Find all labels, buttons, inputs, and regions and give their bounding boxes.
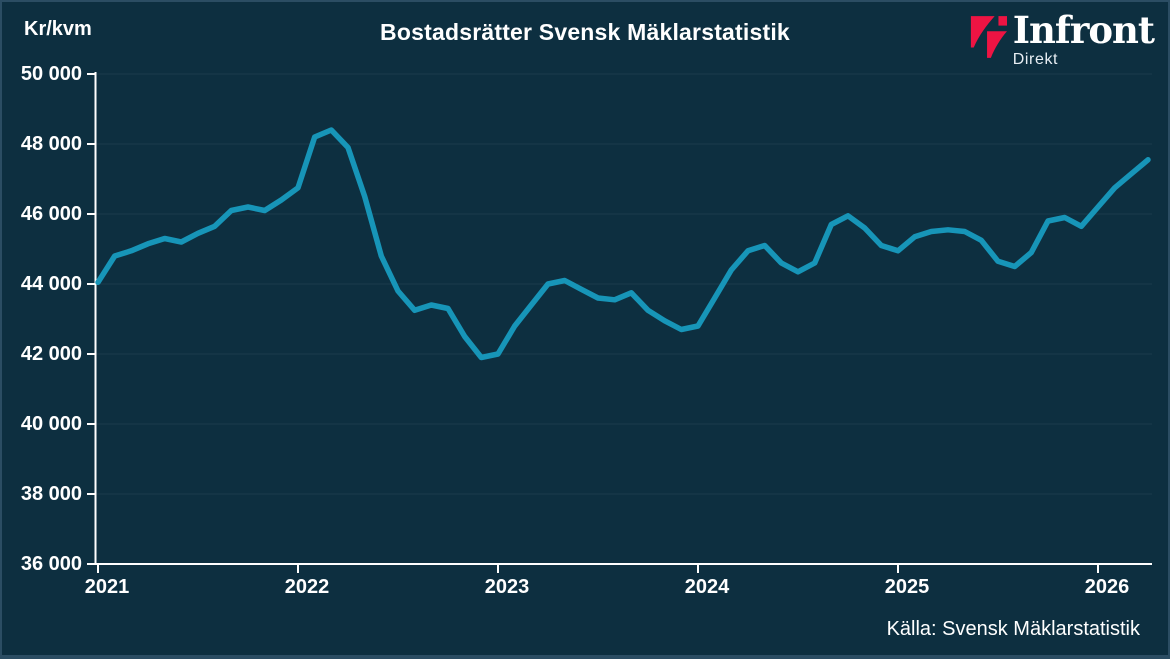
y-axis-unit-label: Kr/kvm xyxy=(24,18,92,40)
chart-title: Bostadsrätter Svensk Mäklarstatistik xyxy=(380,19,790,45)
x-axis-tick-label: 2022 xyxy=(284,576,330,598)
x-axis-tick-label: 2025 xyxy=(884,576,930,598)
infront-brand-name: Infront xyxy=(1012,8,1155,52)
y-axis-tick-label: 38 000 xyxy=(20,483,82,505)
y-axis-tick-label: 46 000 xyxy=(20,203,82,225)
y-axis-tick-label: 50 000 xyxy=(20,63,82,85)
x-axis-tick-label: 2024 xyxy=(684,576,730,598)
source-attribution: Källa: Svensk Mäklarstatistik xyxy=(886,618,1140,640)
infront-logo: Infront Direkt xyxy=(969,8,1155,69)
gridlines xyxy=(95,73,1152,495)
price-series-line xyxy=(95,127,1151,361)
axes xyxy=(94,72,1152,565)
x-axis-tick-label: 2023 xyxy=(484,576,530,598)
y-axis-tick-label: 44 000 xyxy=(20,273,82,295)
x-axis-tick-label: 2021 xyxy=(84,576,130,598)
infront-product-name: Direkt xyxy=(1012,51,1059,68)
x-axis-tick-label: 2026 xyxy=(1084,576,1130,598)
infront-flag-icon xyxy=(970,16,1007,58)
infront-logo-text: Infront Direkt xyxy=(1012,8,1155,69)
y-axis-tick-label: 48 000 xyxy=(20,133,82,155)
y-axis-tick-label: 36 000 xyxy=(20,553,82,575)
y-axis-tick-label: 42 000 xyxy=(20,343,82,365)
axis-ticks xyxy=(87,73,1099,573)
y-axis-tick-label: 40 000 xyxy=(20,413,82,435)
